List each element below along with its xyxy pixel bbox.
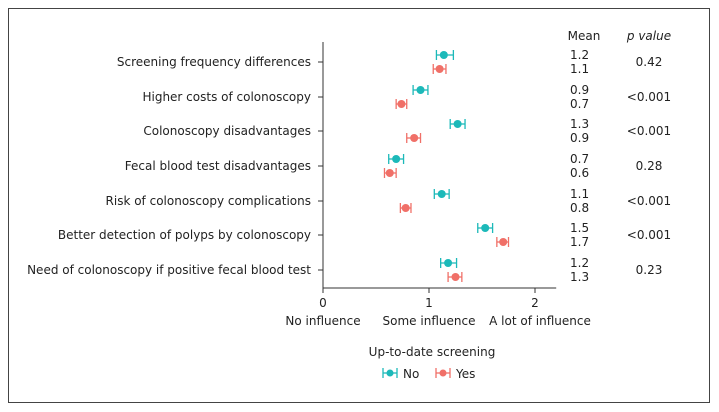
p-value: 0.42 [636, 55, 663, 69]
chart-frame [8, 8, 710, 403]
p-value-header: p value [626, 29, 671, 43]
mean-point-no [444, 259, 453, 267]
mean-point-yes [385, 169, 394, 177]
x-category-label: Some influence [383, 314, 476, 328]
p-value: 0.28 [636, 159, 663, 173]
category-label: Screening frequency differences [117, 55, 311, 69]
p-value: <0.001 [627, 228, 671, 242]
mean-point-yes [397, 100, 406, 108]
mean-point-no [439, 51, 448, 59]
mean-value: 0.7 [570, 152, 589, 166]
mean-value: 1.3 [570, 117, 589, 131]
p-value: <0.001 [627, 90, 671, 104]
x-tick-label: 2 [531, 296, 539, 310]
mean-value: 1.7 [570, 235, 589, 249]
mean-point-no [453, 120, 462, 128]
mean-point-no [392, 155, 401, 163]
mean-value: 1.1 [570, 62, 589, 76]
mean-value: 1.3 [570, 270, 589, 284]
mean-point-yes [435, 65, 444, 73]
mean-value: 0.8 [570, 201, 589, 215]
legend-title: Up-to-date screening [369, 345, 496, 359]
legend-label: No [403, 367, 419, 381]
legend-symbol-point [439, 369, 447, 377]
x-category-label: No influence [285, 314, 360, 328]
category-label: Colonoscopy disadvantages [143, 124, 311, 138]
mean-value: 1.5 [570, 221, 589, 235]
legend-label: Yes [455, 367, 475, 381]
p-value: <0.001 [627, 194, 671, 208]
mean-value: 0.7 [570, 97, 589, 111]
mean-value: 0.9 [570, 83, 589, 97]
mean-point-yes [451, 273, 460, 281]
mean-point-yes [410, 134, 419, 142]
mean-value: 1.1 [570, 187, 589, 201]
mean-point-yes [499, 238, 508, 246]
mean-value: 1.2 [570, 48, 589, 62]
category-label: Risk of colonoscopy complications [106, 194, 311, 208]
p-value: <0.001 [627, 124, 671, 138]
legend-symbol-point [386, 369, 394, 377]
category-label: Higher costs of colonoscopy [142, 90, 311, 104]
category-label: Need of colonoscopy if positive fecal bl… [27, 263, 311, 277]
mean-header: Mean [568, 29, 601, 43]
mean-value: 1.2 [570, 256, 589, 270]
mean-point-no [416, 86, 425, 94]
category-label: Better detection of polyps by colonoscop… [58, 228, 311, 242]
mean-point-no [437, 190, 446, 198]
p-value: 0.23 [636, 263, 663, 277]
mean-value: 0.6 [570, 166, 589, 180]
mean-value: 0.9 [570, 131, 589, 145]
x-tick-label: 1 [425, 296, 433, 310]
mean-point-yes [401, 204, 410, 212]
mean-point-no [481, 224, 490, 232]
x-tick-label: 0 [319, 296, 327, 310]
x-category-label: A lot of influence [489, 314, 591, 328]
category-label: Fecal blood test disadvantages [125, 159, 311, 173]
